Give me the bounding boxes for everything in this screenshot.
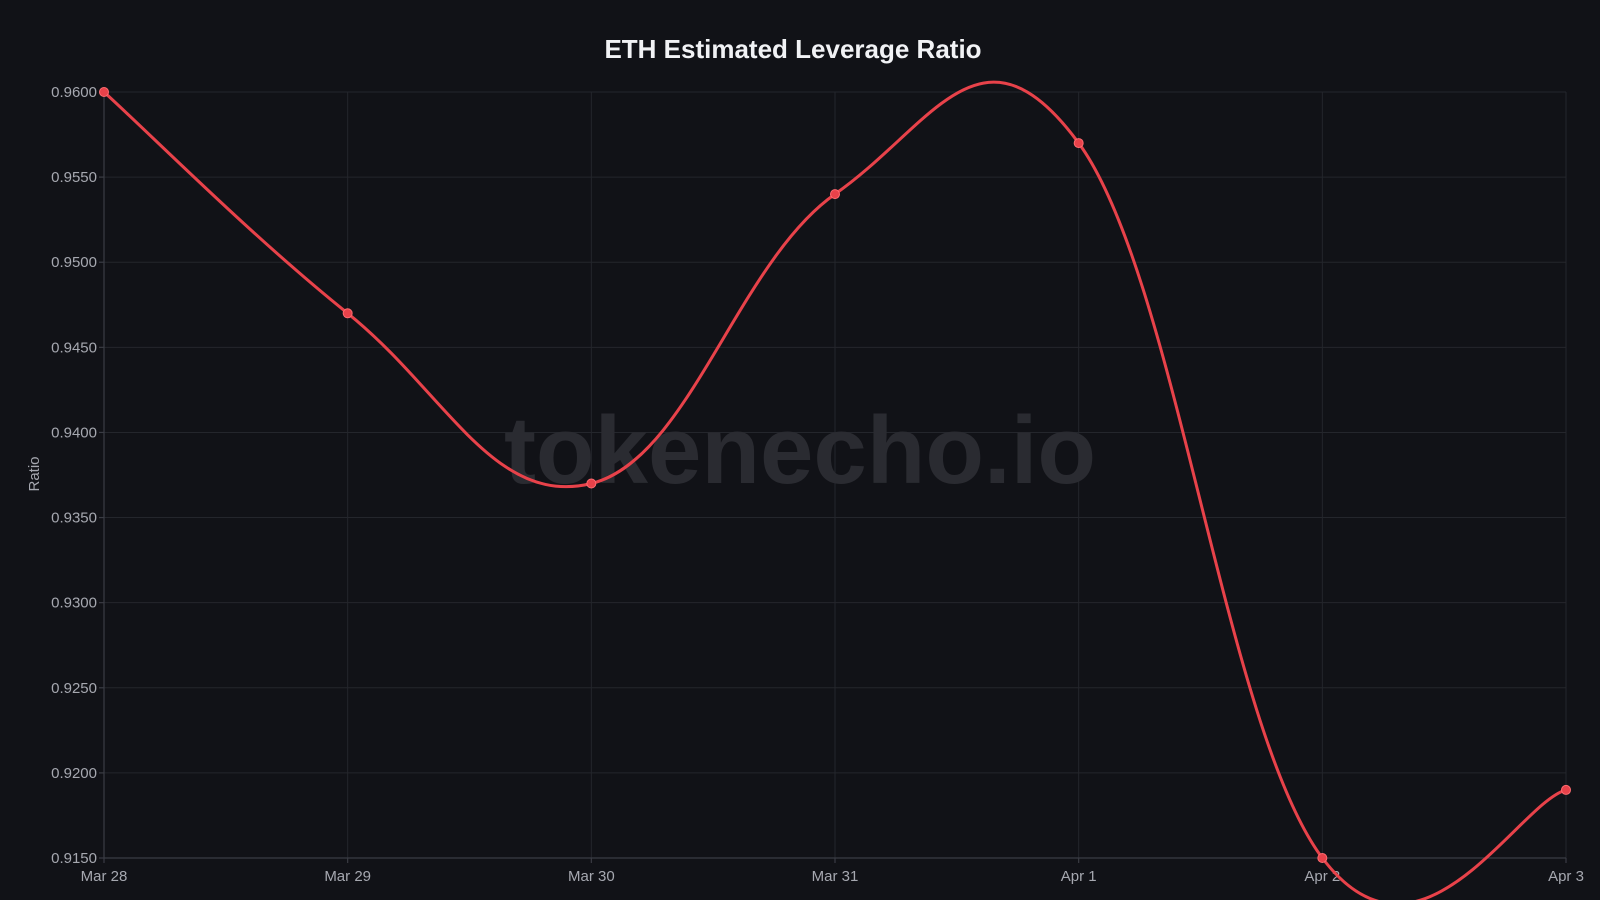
data-point [586,478,597,489]
x-tick-label: Mar 29 [324,868,371,885]
x-tick-label: Apr 3 [1548,868,1584,885]
y-tick-label: 0.9450 [51,339,97,356]
y-tick-label: 0.9600 [51,84,97,101]
data-point [1317,853,1328,863]
data-point [99,87,109,97]
data-point [830,189,840,200]
y-tick-label: 0.9350 [51,510,97,527]
data-point [1561,784,1571,795]
x-tick-label: Mar 30 [568,868,615,885]
y-tick-label: 0.9300 [51,595,97,612]
x-tick-label: Mar 31 [812,868,859,885]
watermark-text: tokenecho.io [504,397,1096,504]
data-points [99,87,1571,863]
y-tick-label: 0.9500 [51,254,97,271]
data-point [342,308,353,319]
y-tick-label: 0.9150 [51,850,97,867]
data-point [1073,138,1084,149]
y-tick-label: 0.9200 [51,765,97,782]
x-tick-label: Apr 1 [1061,868,1097,885]
y-tick-label: 0.9550 [51,169,97,186]
y-tick-label: 0.9250 [51,680,97,697]
y-axis-label: Ratio [26,456,43,491]
x-tick-label: Mar 28 [81,868,128,885]
x-axis-ticks: Mar 28 Mar 29 Mar 30 Mar 31 Apr 1 Apr 2 Apr 3 [81,858,1584,885]
chart-title: ETH Estimated Leverage Ratio [604,34,981,64]
y-tick-label: 0.9400 [51,424,97,441]
y-axis-ticks: 0.9150 0.9200 0.9250 0.9300 0.9350 0.9400 0.94… [51,84,104,867]
x-tick-label: Apr 2 [1304,868,1340,885]
